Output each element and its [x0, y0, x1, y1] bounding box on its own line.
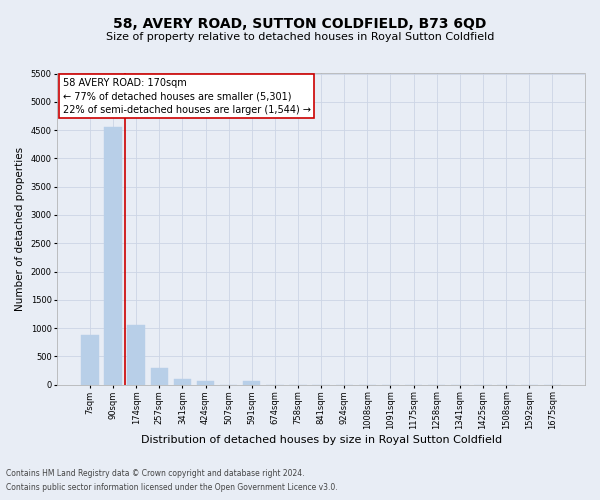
Bar — [174, 380, 191, 385]
Bar — [197, 380, 214, 385]
Text: 58 AVERY ROAD: 170sqm
← 77% of detached houses are smaller (5,301)
22% of semi-d: 58 AVERY ROAD: 170sqm ← 77% of detached … — [62, 78, 311, 114]
Bar — [81, 335, 98, 385]
X-axis label: Distribution of detached houses by size in Royal Sutton Coldfield: Distribution of detached houses by size … — [140, 435, 502, 445]
Text: 58, AVERY ROAD, SUTTON COLDFIELD, B73 6QD: 58, AVERY ROAD, SUTTON COLDFIELD, B73 6Q… — [113, 18, 487, 32]
Text: Contains HM Land Registry data © Crown copyright and database right 2024.: Contains HM Land Registry data © Crown c… — [6, 468, 305, 477]
Y-axis label: Number of detached properties: Number of detached properties — [15, 147, 25, 311]
Bar — [243, 380, 260, 385]
Bar — [127, 325, 145, 385]
Text: Size of property relative to detached houses in Royal Sutton Coldfield: Size of property relative to detached ho… — [106, 32, 494, 42]
Bar — [104, 126, 122, 385]
Text: Contains public sector information licensed under the Open Government Licence v3: Contains public sector information licen… — [6, 484, 338, 492]
Bar — [151, 368, 168, 385]
